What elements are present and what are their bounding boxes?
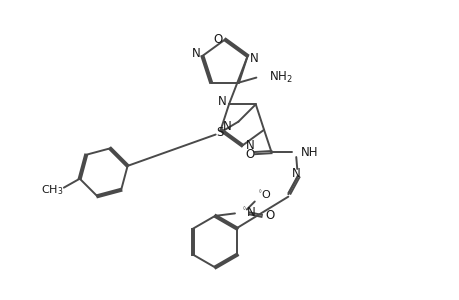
Text: CH$_3$: CH$_3$ bbox=[41, 183, 64, 196]
Text: $^{◦}$N: $^{◦}$N bbox=[241, 206, 256, 220]
Text: N: N bbox=[249, 52, 258, 65]
Text: O: O bbox=[265, 209, 274, 222]
Text: NH$_2$: NH$_2$ bbox=[268, 70, 292, 85]
Text: O: O bbox=[245, 148, 254, 161]
Text: $^{◦}$O: $^{◦}$O bbox=[257, 188, 272, 202]
Text: N: N bbox=[222, 120, 231, 133]
Text: S: S bbox=[215, 126, 223, 139]
Text: N: N bbox=[217, 95, 226, 108]
Text: O: O bbox=[213, 33, 222, 46]
Text: N: N bbox=[291, 167, 300, 180]
Text: N: N bbox=[191, 47, 200, 60]
Text: NH: NH bbox=[301, 146, 318, 159]
Text: N: N bbox=[245, 139, 254, 152]
